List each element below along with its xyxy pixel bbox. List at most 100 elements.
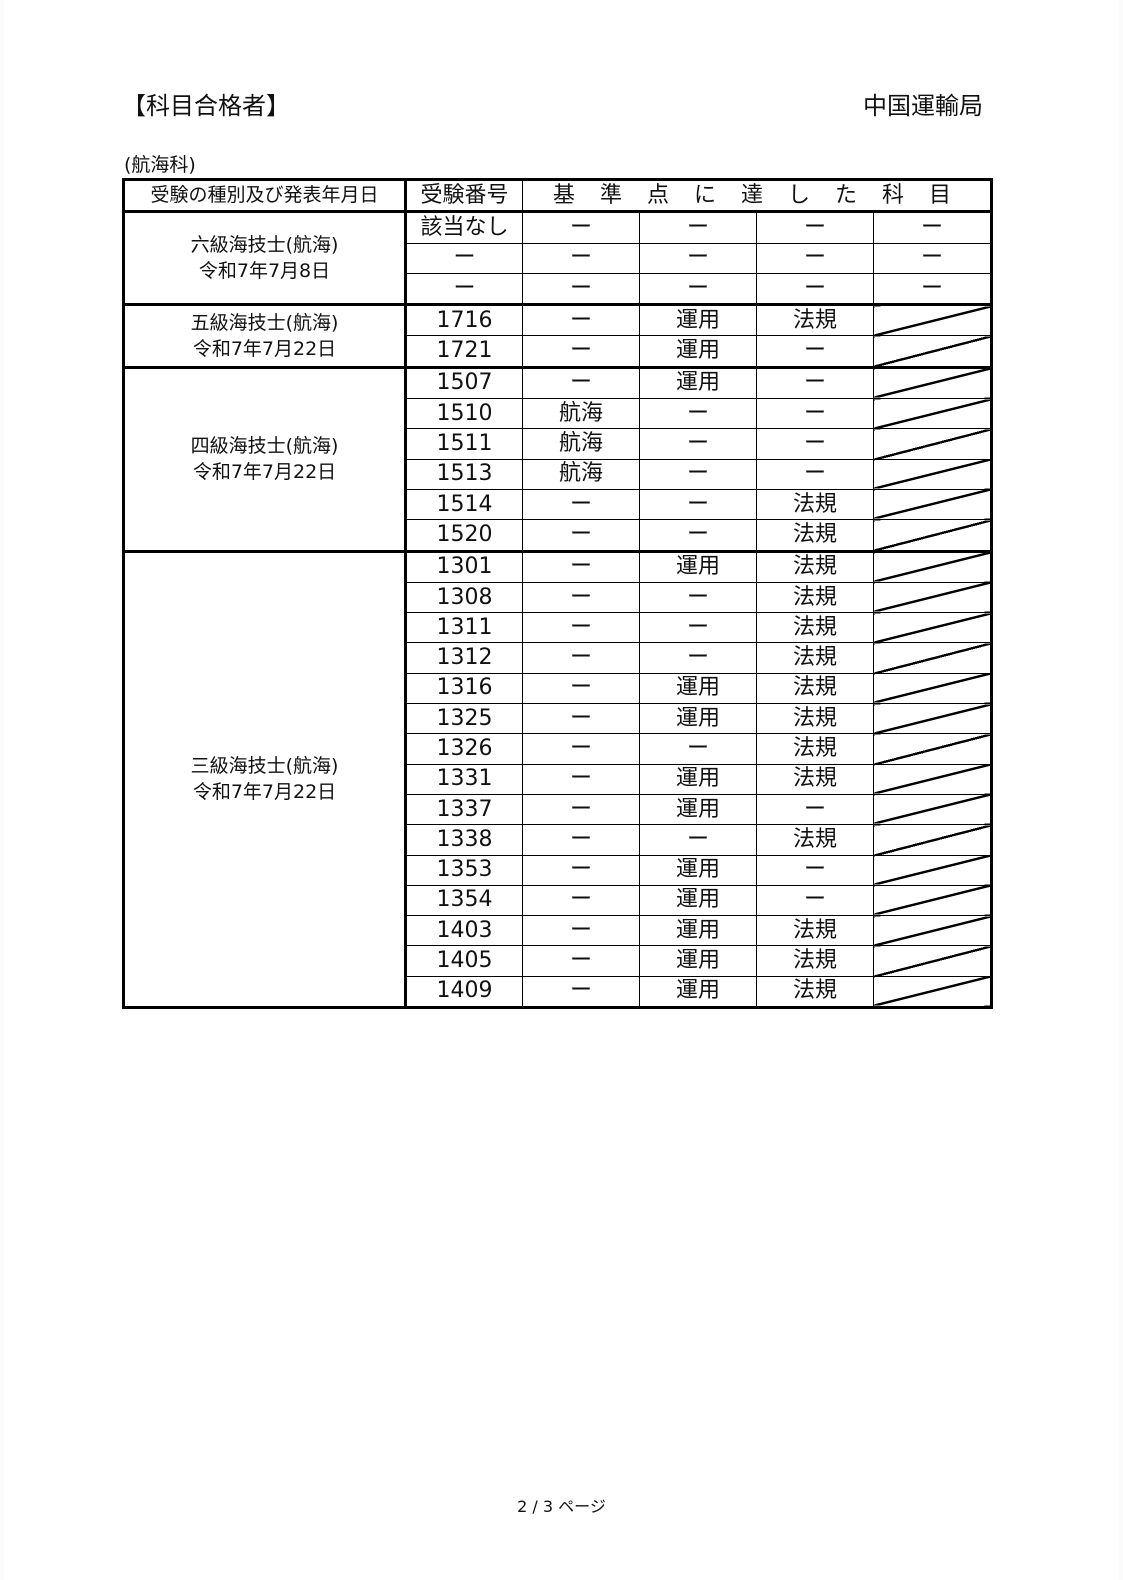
exam-number-cell: 1721	[405, 335, 523, 368]
exam-number-cell: 1354	[405, 884, 523, 917]
exam-type-cell: 六級海技士(航海) 令和7年7月8日	[123, 210, 407, 306]
subject-cell: ー	[522, 642, 640, 674]
empty-slash-cell	[872, 733, 993, 765]
table-row: 1721 ー運用ー	[124, 335, 993, 368]
subject-cell: ー	[639, 272, 757, 306]
exam-number-cell: 1331	[405, 763, 523, 795]
table-row: 1409 ー運用 法規	[124, 975, 993, 1009]
subject-cell: 運用	[639, 672, 757, 705]
subject-cell: 法規	[756, 915, 874, 947]
subject-cell: ー	[756, 428, 874, 460]
subject-cell: 運用	[639, 335, 757, 368]
subject-cell: 運用	[639, 945, 757, 977]
exam-number-cell: 1316	[405, 672, 523, 705]
subject-cell: 法規	[756, 733, 874, 765]
subject-cell: ー	[522, 975, 640, 1009]
exam-number-cell: 1511	[405, 428, 523, 460]
empty-slash-cell	[872, 884, 993, 917]
exam-type-name: 四級海技士(航海)	[190, 435, 339, 458]
table-row: 1354 ー運用ー	[124, 884, 993, 917]
exam-number-cell: 1308	[405, 581, 523, 614]
subject-cell: 運用	[639, 884, 757, 917]
empty-slash-cell	[872, 581, 993, 614]
empty-slash-cell	[872, 854, 993, 886]
subject-cell: 運用	[639, 763, 757, 795]
exam-type-name: 六級海技士(航海)	[190, 234, 339, 257]
subject-cell: ー	[756, 884, 874, 917]
subject-cell: 法規	[756, 945, 874, 977]
exam-type-name: 三級海技士(航海)	[190, 755, 339, 778]
exam-number-cell: 該当なし	[405, 210, 523, 244]
subject-cell: ー	[522, 915, 640, 947]
subject-cell: 運用	[639, 549, 757, 583]
department-label: (航海科)	[124, 154, 196, 176]
table-row: ーーーーー	[124, 272, 993, 306]
subject-cell: 法規	[756, 549, 874, 583]
subject-cell: ー	[522, 335, 640, 368]
subject-cell: 法規	[756, 824, 874, 856]
subject-cell: ー	[756, 854, 874, 886]
empty-slash-cell	[872, 519, 993, 552]
subject-cell: ー	[639, 824, 757, 856]
table-row: 1511 航海ーー	[124, 428, 993, 460]
header-exam-type: 受験の種別及び発表年月日	[123, 178, 407, 213]
subject-cell: ー	[872, 242, 993, 274]
exam-number-cell: ー	[405, 242, 523, 274]
empty-slash-cell	[872, 975, 993, 1009]
empty-slash-cell	[872, 303, 993, 337]
document-page: 【科目合格者】 中国運輸局 (航海科) 受験の種別及び発表年月日 受験番号 基 …	[4, 0, 1119, 1580]
exam-number-cell: 1409	[405, 975, 523, 1009]
empty-slash-cell	[872, 398, 993, 430]
page-number: 2 / 3 ページ	[517, 1497, 606, 1516]
subject-cell: ー	[639, 581, 757, 614]
subject-cell: ー	[522, 581, 640, 614]
empty-slash-cell	[872, 612, 993, 644]
subject-cell: ー	[522, 488, 640, 521]
header-exam-number: 受験番号	[405, 178, 523, 213]
subject-cell: ー	[522, 612, 640, 644]
subject-cell: ー	[756, 458, 874, 490]
subject-cell: ー	[522, 854, 640, 886]
exam-number-cell: 1716	[405, 303, 523, 337]
exam-type-cell: 四級海技士(航海) 令和7年7月22日	[123, 365, 407, 552]
subject-cell: ー	[872, 272, 993, 306]
subject-cell: ー	[639, 733, 757, 765]
table-row: 1405 ー運用 法規	[124, 945, 993, 977]
subject-cell: ー	[522, 793, 640, 826]
table-row: 1338 ーー法規	[124, 824, 993, 856]
empty-slash-cell	[872, 945, 993, 977]
subject-cell: ー	[522, 242, 640, 274]
table-row: 1308 ーー法規	[124, 581, 993, 614]
subject-cell: 法規	[756, 488, 874, 521]
subject-cell: 運用	[639, 793, 757, 826]
empty-slash-cell	[872, 703, 993, 735]
subject-cell: ー	[522, 763, 640, 795]
table-row: ーーーーー	[124, 242, 993, 274]
empty-slash-cell	[872, 365, 993, 400]
announcement-date: 令和7年7月8日	[198, 260, 331, 283]
table-row: 1514 ーー法規	[124, 488, 993, 521]
empty-slash-cell	[872, 793, 993, 826]
subject-cell: ー	[756, 242, 874, 274]
empty-slash-cell	[872, 915, 993, 947]
subject-cell: ー	[639, 642, 757, 674]
table-row: 1403 ー運用 法規	[124, 915, 993, 947]
exam-number-cell: 1514	[405, 488, 523, 521]
table-row: 1312 ーー法規	[124, 642, 993, 674]
exam-number-cell: 1311	[405, 612, 523, 644]
subject-cell: ー	[522, 365, 640, 400]
subject-cell: ー	[522, 519, 640, 552]
exam-number-cell: 1325	[405, 703, 523, 735]
subject-cell: ー	[756, 398, 874, 430]
empty-slash-cell	[872, 672, 993, 705]
exam-number-cell: 1301	[405, 549, 523, 583]
exam-number-cell: 1312	[405, 642, 523, 674]
announcement-date: 令和7年7月22日	[192, 781, 337, 804]
table-row: 1331 ー運用 法規	[124, 763, 993, 795]
subject-cell: 運用	[639, 365, 757, 400]
exam-number-cell: 1513	[405, 458, 523, 490]
table-row: 1326 ーー法規	[124, 733, 993, 765]
table-row: 五級海技士(航海) 令和7年7月22日 1716 ー運用 法規	[123, 303, 993, 368]
subject-cell: ー	[522, 733, 640, 765]
exam-number-cell: 1326	[405, 733, 523, 765]
